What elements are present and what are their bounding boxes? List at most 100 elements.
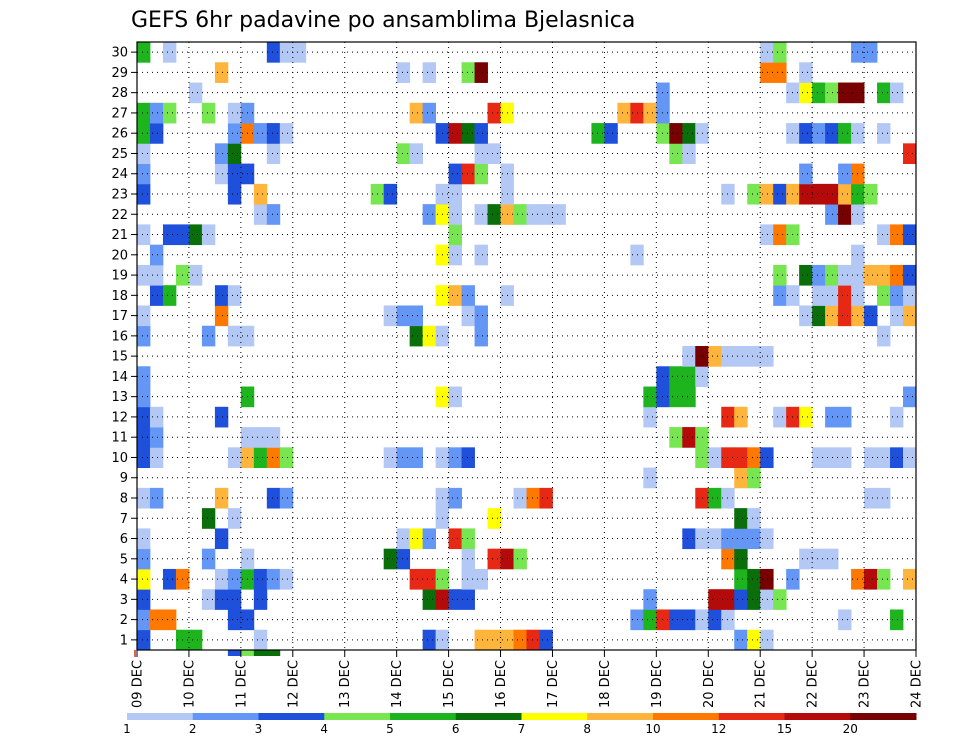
heatmap-cell: [695, 346, 709, 367]
heatmap-cell: [396, 548, 411, 570]
heatmap-cell: [838, 82, 852, 104]
y-tick-label: 26: [111, 127, 128, 142]
heatmap-cell: [487, 143, 501, 164]
heatmap-cell: [409, 447, 424, 468]
heatmap-cell: [448, 285, 462, 306]
heatmap-cell: [526, 487, 540, 509]
heatmap-cell: [448, 589, 462, 610]
heatmap-cell: [669, 143, 683, 164]
heatmap-cell: [137, 224, 151, 246]
y-tick-label: 17: [111, 309, 128, 324]
y-tick-label: 14: [111, 370, 128, 385]
heatmap-cell: [253, 629, 268, 651]
heatmap-cell: [747, 183, 761, 205]
heatmap-cell: [747, 528, 761, 550]
heatmap-cell: [201, 224, 216, 246]
heatmap-cell: [643, 589, 657, 610]
heatmap-cell: [474, 123, 488, 144]
heatmap-cell: [292, 42, 307, 63]
heatmap-cell: [227, 508, 242, 529]
heatmap-cell: [825, 183, 839, 205]
color-scale-label: 10: [645, 722, 660, 736]
heatmap-cell: [682, 427, 696, 448]
heatmap-cell: [825, 305, 839, 327]
y-tick-label: 15: [111, 350, 128, 365]
heatmap-cell: [227, 447, 242, 468]
heatmap-cell: [396, 447, 411, 468]
heatmap-cell: [890, 264, 904, 286]
heatmap-cell: [266, 123, 281, 144]
heatmap-cell: [149, 406, 164, 428]
heatmap-cell: [137, 568, 151, 590]
heatmap-cell: [137, 325, 151, 347]
heatmap-cell: [253, 568, 268, 590]
heatmap-cell: [149, 123, 164, 144]
heatmap-cell: [812, 82, 826, 104]
heatmap-cell: [903, 143, 917, 164]
heatmap-cell: [137, 143, 151, 164]
heatmap-cell: [734, 508, 748, 529]
heatmap-cell: [409, 528, 424, 550]
heatmap-cell: [656, 609, 670, 631]
heatmap-cell: [760, 589, 774, 610]
heatmap-cell: [760, 224, 774, 246]
heatmap-cell: [890, 406, 904, 428]
heatmap-cell: [695, 487, 709, 509]
heatmap-cell: [903, 264, 917, 286]
heatmap-cell: [747, 589, 761, 610]
heatmap-cell: [643, 609, 657, 631]
heatmap-cell: [877, 123, 891, 144]
heatmap-cell: [682, 528, 696, 550]
heatmap-cell: [864, 305, 878, 327]
heatmap-cell: [474, 244, 488, 266]
heatmap-cell: [422, 528, 437, 550]
heatmap-cell: [461, 548, 475, 570]
heatmap-cell: [266, 487, 281, 509]
heatmap-cell: [227, 589, 242, 610]
heatmap-cell: [799, 305, 813, 327]
y-tick-label: 22: [111, 208, 128, 223]
heatmap-cell: [903, 285, 917, 306]
x-tick-label: 22 DEC: [806, 660, 821, 708]
heatmap-cell: [799, 548, 813, 570]
heatmap-cell: [890, 305, 904, 327]
heatmap-cell: [266, 204, 281, 225]
heatmap-cell: [137, 386, 151, 408]
y-tick-label: 10: [111, 451, 128, 466]
x-tick-label: 18 DEC: [598, 660, 613, 708]
heatmap-cell: [162, 609, 177, 631]
heatmap-cell: [149, 102, 164, 124]
heatmap-cell: [461, 305, 475, 327]
heatmap-cell: [812, 285, 826, 306]
heatmap-cell: [643, 386, 657, 408]
heatmap-cell: [474, 143, 488, 164]
heatmap-cell: [137, 366, 151, 387]
x-tick-label: 23 DEC: [858, 660, 873, 708]
heatmap-cell: [890, 224, 904, 246]
y-tick-label: 27: [111, 106, 128, 121]
heatmap-cell: [396, 143, 411, 164]
y-tick-label: 24: [111, 167, 128, 182]
heatmap-cell: [162, 102, 177, 124]
heatmap-cell: [214, 568, 229, 590]
heatmap-cell: [773, 224, 787, 246]
heatmap-cell: [201, 589, 216, 610]
heatmap-cell: [708, 589, 722, 610]
heatmap-cell: [734, 447, 748, 468]
y-tick-label: 29: [111, 66, 128, 81]
y-tick-label: 11: [111, 431, 128, 446]
heatmap-cell: [461, 528, 475, 550]
heatmap-cell: [227, 163, 242, 185]
heatmap-cell: [747, 568, 761, 590]
y-tick-label: 25: [111, 147, 128, 162]
heatmap-cell: [669, 609, 683, 631]
heatmap-cell: [137, 264, 151, 286]
heatmap-cell: [799, 163, 813, 185]
heatmap-cell: [396, 528, 411, 550]
heatmap-cell: [877, 224, 891, 246]
color-scale-swatch: [587, 713, 654, 720]
heatmap-cell: [513, 629, 527, 651]
x-tick-label: 24 DEC: [910, 660, 925, 708]
heatmap-cell: [838, 163, 852, 185]
